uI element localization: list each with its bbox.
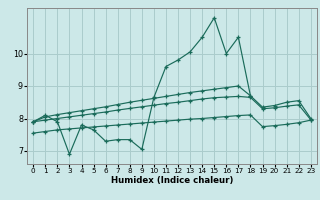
X-axis label: Humidex (Indice chaleur): Humidex (Indice chaleur) bbox=[111, 176, 233, 185]
